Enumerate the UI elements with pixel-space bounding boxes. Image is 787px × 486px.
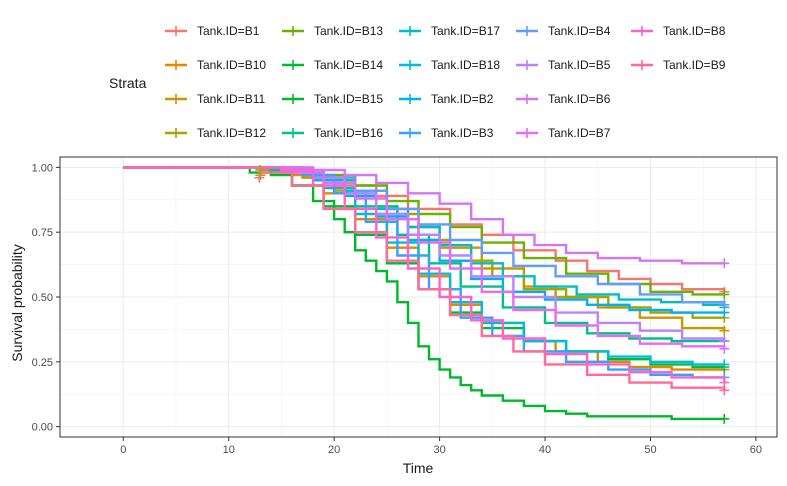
legend-label: Tank.ID=B10 — [197, 58, 266, 72]
y-tick-label: 1.00 — [32, 162, 53, 174]
legend-title: Strata — [109, 75, 147, 91]
censor-mark — [719, 413, 730, 424]
x-tick-label: 20 — [328, 444, 340, 456]
survival-curve — [123, 166, 725, 366]
y-tick-label: 0.00 — [32, 422, 53, 434]
legend-label: Tank.ID=B8 — [663, 24, 726, 38]
survival-curve — [123, 166, 725, 421]
censor-mark — [719, 289, 730, 300]
y-tick-label: 0.50 — [32, 292, 53, 304]
x-tick-label: 10 — [223, 444, 235, 456]
censor-mark — [255, 164, 266, 175]
censor-mark — [719, 343, 730, 354]
survival-curve — [123, 166, 725, 265]
legend-label: Tank.ID=B14 — [314, 58, 383, 72]
censor-mark — [719, 385, 730, 396]
survival-curve — [123, 166, 725, 314]
legend-label: Tank.ID=B6 — [548, 92, 611, 106]
y-axis-title: Survival probability — [9, 244, 25, 362]
legend-label: Tank.ID=B5 — [548, 58, 611, 72]
y-tick-label: 0.25 — [32, 357, 53, 369]
x-tick-label: 30 — [433, 444, 445, 456]
legend-label: Tank.ID=B17 — [431, 24, 500, 38]
x-tick-label: 50 — [644, 444, 656, 456]
legend-label: Tank.ID=B15 — [314, 92, 383, 106]
censor-mark — [719, 359, 730, 370]
legend-label: Tank.ID=B3 — [431, 126, 494, 140]
legend-label: Tank.ID=B11 — [197, 92, 265, 106]
x-tick-label: 0 — [120, 444, 126, 456]
survival-curve — [123, 166, 725, 379]
survival-curve — [123, 166, 725, 371]
legend-label: Tank.ID=B2 — [431, 92, 494, 106]
censor-mark — [719, 299, 730, 310]
legend-label: Tank.ID=B4 — [548, 24, 611, 38]
legend-label: Tank.ID=B13 — [314, 24, 383, 38]
plot-area: 0 10 20 30 40 50 60 0.00 0.25 0.50 0.75 1.00 — [32, 156, 778, 456]
legend-label: Tank.ID=B16 — [314, 126, 383, 140]
survival-curve — [123, 166, 726, 391]
censor-mark — [254, 172, 265, 183]
y-tick-label: 0.75 — [32, 227, 53, 239]
survival-curve — [123, 166, 726, 349]
legend-label: Tank.ID=B12 — [197, 126, 266, 140]
x-tick-label: 60 — [750, 444, 762, 456]
x-axis-title: Time — [403, 460, 434, 476]
legend-label: Tank.ID=B18 — [431, 58, 500, 72]
legend-label: Tank.ID=B7 — [548, 126, 611, 140]
legend-label: Tank.ID=B9 — [663, 58, 726, 72]
censor-mark — [719, 258, 730, 269]
legend-label: Tank.ID=B1 — [197, 24, 260, 38]
x-tick-label: 40 — [539, 444, 551, 456]
censor-mark — [719, 325, 730, 336]
legend: Strata Tank.ID=B1 Tank.ID=B10 Tank.ID=B11 T… — [109, 24, 726, 140]
